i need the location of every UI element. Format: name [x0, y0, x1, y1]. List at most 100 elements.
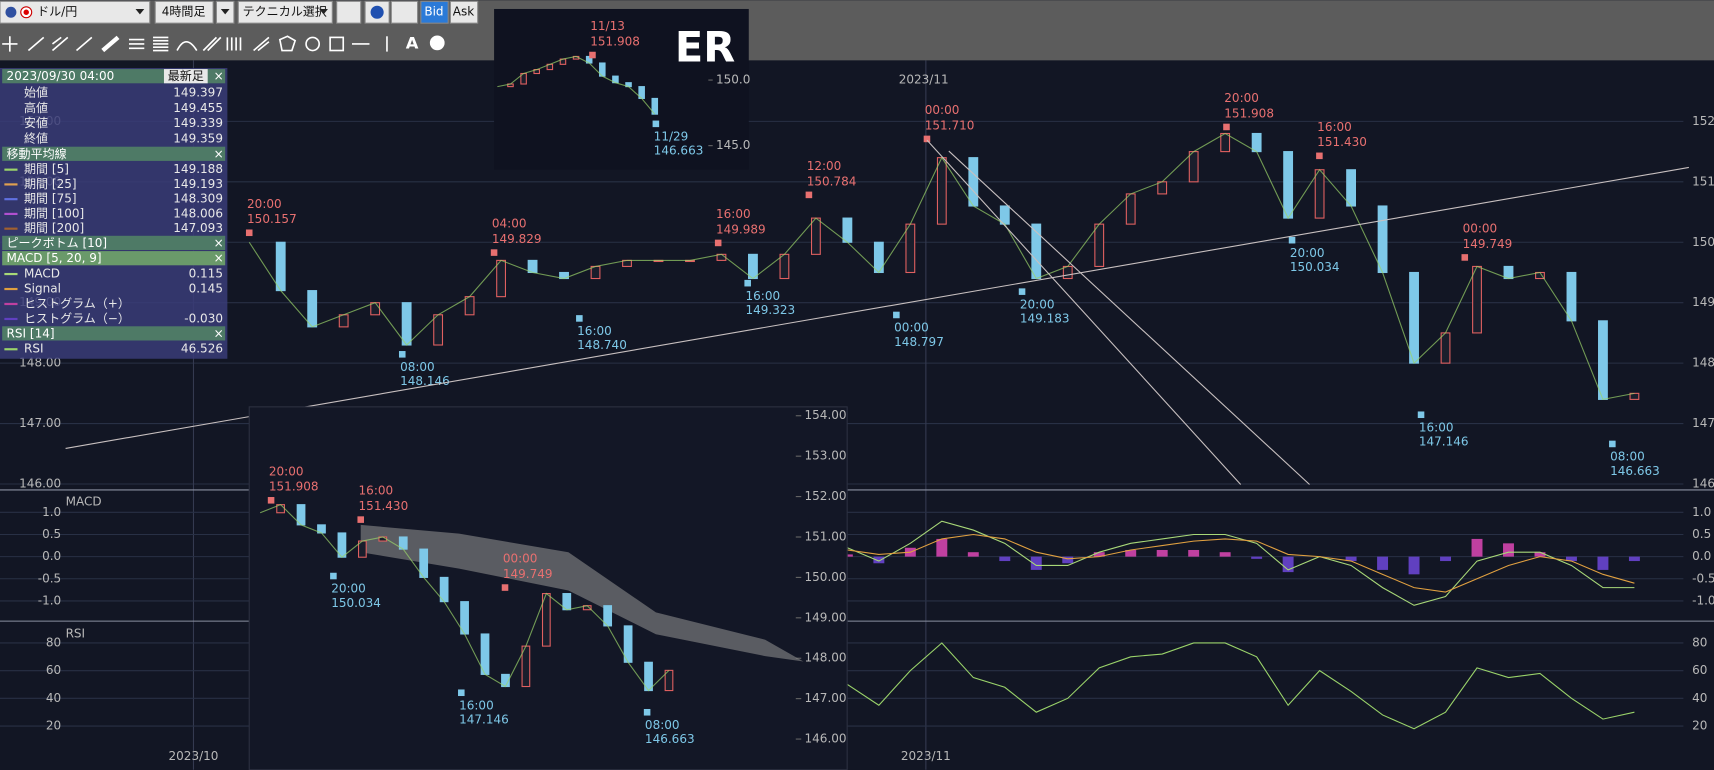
bid-label: Bid [424, 5, 443, 19]
candle [401, 302, 412, 346]
peak-time: 20:00 [1020, 297, 1055, 311]
pitchfork-tool[interactable] [253, 36, 270, 52]
histogram-bar [1597, 556, 1609, 570]
peak-price: 148.740 [577, 338, 627, 352]
date-label: 2023/11 [899, 73, 949, 87]
peak-time: 20:00 [1290, 246, 1325, 260]
channel-tool[interactable] [51, 36, 69, 52]
line-tool[interactable] [27, 36, 45, 52]
candle [496, 259, 507, 298]
dropdown-arrow [135, 8, 145, 15]
candle [810, 217, 821, 255]
peak-time: 20:00 [331, 582, 366, 596]
peak-marker [1018, 288, 1026, 295]
main-chart: 152.00 152.00 151.00 151.00 150.00 150.00 149.… [0, 60, 1714, 770]
peak-marker [589, 51, 596, 59]
arc-tool[interactable] [176, 40, 198, 51]
technical-select[interactable] [237, 0, 333, 24]
ask-button[interactable] [449, 0, 479, 24]
y-tick-label: -1.0 [38, 593, 61, 607]
flag-icon [5, 6, 17, 18]
candle [1409, 271, 1419, 364]
y-tick-label: 150.00 [805, 570, 847, 584]
close-button[interactable]: × [214, 326, 224, 340]
candle [1220, 132, 1231, 153]
date-label: 2023/11 [901, 749, 951, 763]
peak-price: 151.908 [1224, 106, 1274, 120]
peak-marker [923, 135, 931, 143]
row-value: 149.188 [173, 162, 223, 176]
candle [464, 296, 475, 316]
rect-tool[interactable] [329, 36, 345, 52]
peak-time: 00:00 [894, 321, 929, 335]
grid-tool[interactable] [153, 36, 169, 52]
latest-button[interactable] [163, 69, 208, 84]
bid-button[interactable] [420, 0, 449, 24]
ray-tool[interactable] [75, 36, 93, 52]
peak-price: 148.146 [400, 374, 450, 388]
polygon-tool[interactable] [278, 35, 297, 52]
panel-title: RSI [66, 627, 86, 641]
candle [1125, 193, 1136, 225]
row-value: 0.115 [189, 267, 223, 281]
ask-label: Ask [453, 5, 474, 19]
peak-price: 147.146 [1419, 435, 1469, 449]
candle [842, 217, 853, 243]
histogram-bar [1093, 552, 1105, 557]
row-value: 149.397 [173, 86, 223, 100]
peak-price: 151.430 [359, 499, 409, 513]
draw-button[interactable] [336, 0, 362, 24]
row-label: 始値 [24, 85, 48, 100]
circle-tool[interactable] [305, 36, 321, 52]
section-title: RSI [14] [7, 326, 55, 340]
y-tick-label: 0.0 [1692, 549, 1711, 563]
peak-price: 151.908 [590, 34, 640, 48]
y-tick-label: 0.5 [42, 527, 61, 541]
candle [433, 314, 444, 346]
candle [1157, 181, 1168, 195]
candle [1062, 265, 1073, 280]
histogram-bar [1440, 556, 1451, 562]
peak-marker [1609, 440, 1616, 448]
close-line [248, 132, 1635, 401]
close-button[interactable]: × [214, 236, 224, 250]
peak-price: 149.829 [492, 232, 542, 246]
trend-line [948, 150, 1310, 485]
y-tick-label: 147.00 [805, 691, 847, 705]
candle [1094, 223, 1105, 267]
peak-time: 16:00 [1317, 120, 1352, 134]
fib-tool[interactable] [128, 38, 145, 50]
peak-price: 150.157 [247, 212, 297, 226]
histogram-bar [1503, 543, 1514, 557]
histogram-bar [1471, 538, 1483, 557]
timeframe-button[interactable] [154, 0, 214, 24]
peak-marker [744, 279, 751, 287]
close-button[interactable]: × [214, 69, 224, 83]
fan-tool[interactable] [202, 36, 222, 52]
chart-style-button[interactable] [390, 0, 419, 24]
y-tick-label: 60 [1692, 663, 1707, 677]
cycle-tool[interactable] [226, 37, 242, 51]
icon-tool[interactable] [429, 35, 445, 51]
peak-marker [267, 497, 275, 504]
ruler-tool[interactable] [101, 35, 120, 53]
text-tool[interactable]: A [406, 33, 419, 52]
close-button[interactable]: × [214, 147, 224, 161]
peak-marker [805, 191, 813, 199]
histogram-bar [1062, 556, 1074, 564]
peak-price: 151.908 [269, 480, 319, 494]
y-tick-label: 147.00 [1692, 416, 1714, 430]
crosshair-tool[interactable] [2, 36, 18, 52]
peak-marker [1417, 411, 1425, 419]
close-button[interactable]: × [214, 251, 224, 265]
pair-select[interactable] [0, 0, 151, 24]
candle [590, 265, 601, 280]
panel-title: MACD [66, 494, 102, 508]
peak-time: 16:00 [459, 698, 494, 712]
close-line [497, 55, 656, 115]
row-label: RSI [24, 342, 44, 356]
y-tick-label: -1.0 [1692, 593, 1714, 607]
row-label: ヒストグラム（−） [24, 311, 130, 325]
y-tick-label: -0.5 [38, 571, 61, 585]
y-tick-label: 1.0 [42, 505, 61, 519]
